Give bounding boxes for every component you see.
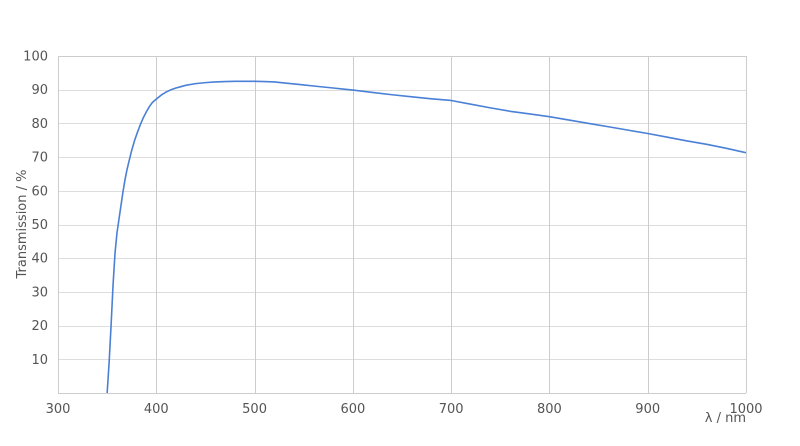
x-tick-label: 300 (46, 402, 71, 417)
x-tick-label: 800 (537, 402, 562, 417)
plot-background (58, 56, 746, 393)
x-gridlines (156, 56, 649, 393)
y-tick-label: 80 (31, 117, 48, 132)
y-gridlines (58, 90, 746, 360)
y-tick-label: 100 (23, 50, 48, 65)
x-tick-label: 1000 (729, 402, 762, 417)
y-tick-label: 70 (31, 151, 48, 166)
x-tick-label: 900 (635, 402, 660, 417)
plot-area-background (58, 56, 746, 393)
y-tick-label: 50 (31, 218, 48, 233)
y-tick-label: 10 (31, 353, 48, 368)
y-tick-label: 20 (31, 319, 48, 334)
y-tick-label: 30 (31, 285, 48, 300)
x-tick-label: 400 (144, 402, 169, 417)
y-tick-label: 90 (31, 83, 48, 98)
x-tick-label: 600 (340, 402, 365, 417)
y-axis-title: Transmission / % (15, 170, 30, 280)
plot-frame (58, 56, 747, 394)
data-series-group (106, 80, 746, 393)
y-tick-label: 40 (31, 252, 48, 267)
y-axis-tick-labels: 10 20 30 40 50 60 70 80 90 100 (23, 50, 48, 368)
x-axis-title: λ / nm (705, 411, 746, 426)
x-tick-label: 500 (242, 402, 267, 417)
x-axis-tick-labels: 300 400 500 600 700 800 900 1000 (46, 402, 763, 417)
transmission-curve (106, 80, 746, 393)
y-tick-label: 60 (31, 184, 48, 199)
x-tick-label: 700 (439, 402, 464, 417)
